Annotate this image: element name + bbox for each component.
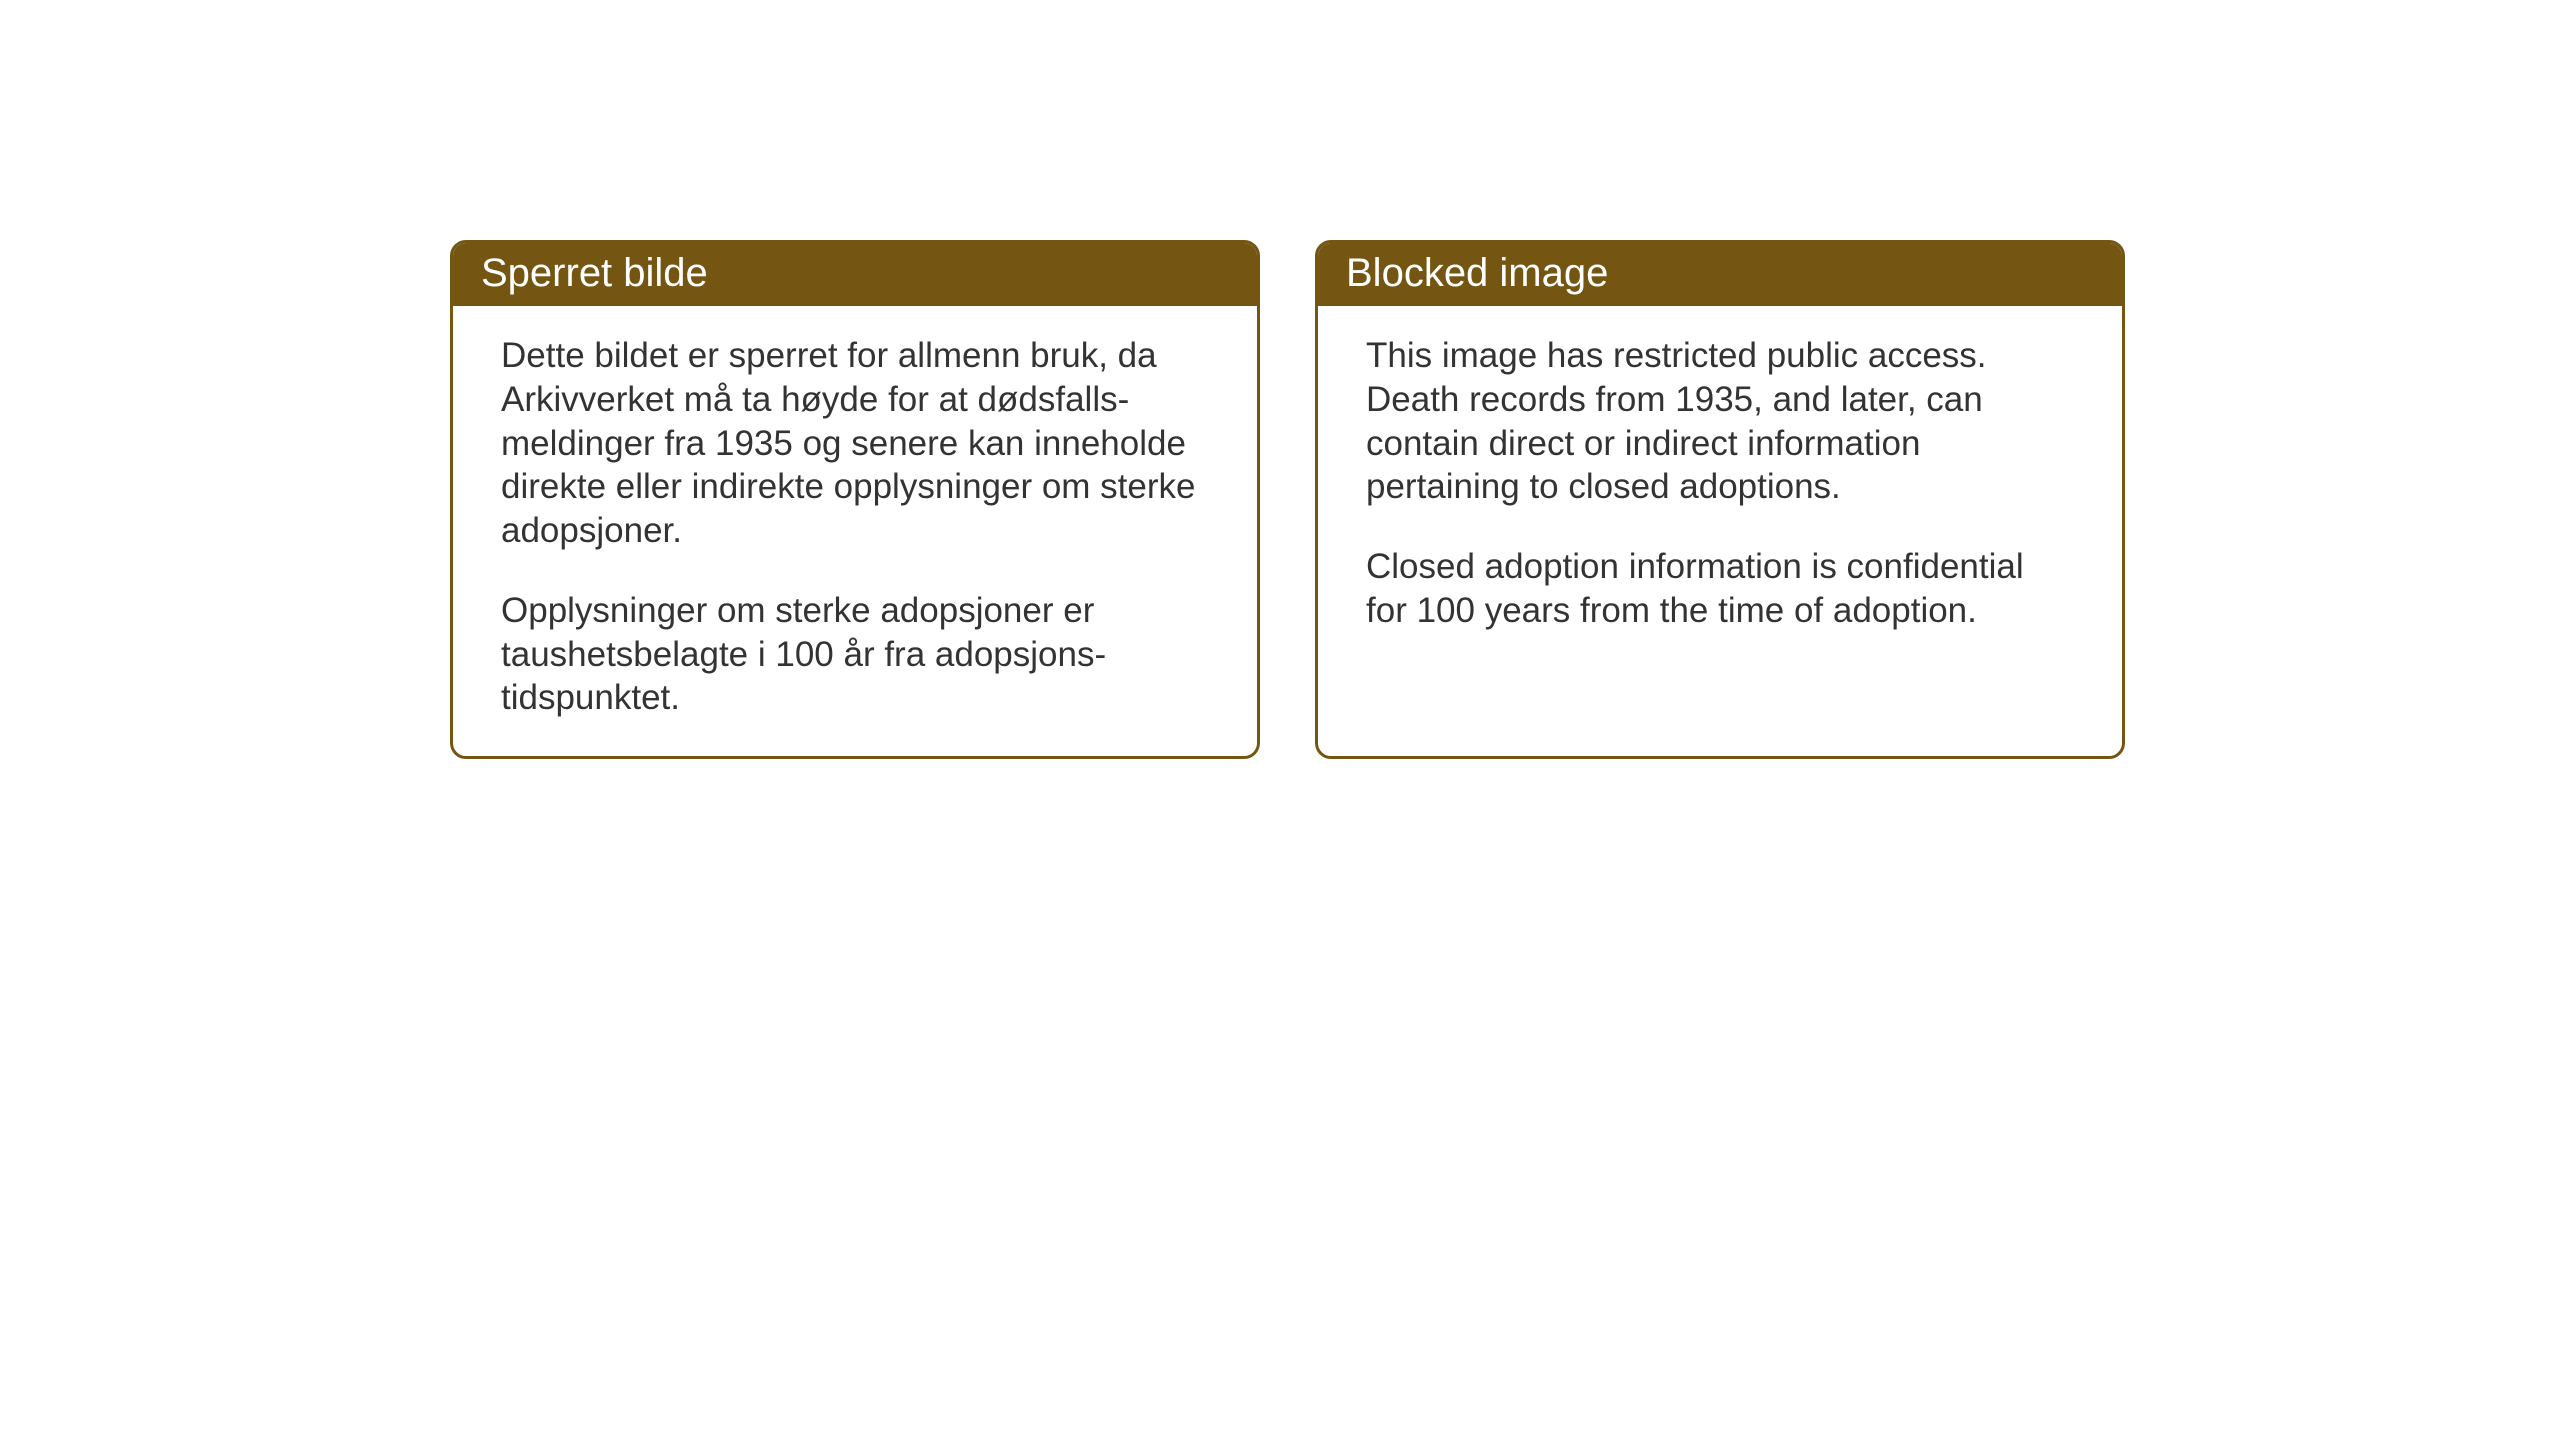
norwegian-card-title: Sperret bilde [453, 243, 1257, 306]
english-paragraph-2: Closed adoption information is confident… [1366, 545, 2074, 633]
norwegian-card-body: Dette bildet er sperret for allmenn bruk… [453, 306, 1257, 756]
english-card-body: This image has restricted public access.… [1318, 306, 2122, 669]
english-notice-card: Blocked image This image has restricted … [1315, 240, 2125, 759]
norwegian-paragraph-1: Dette bildet er sperret for allmenn bruk… [501, 334, 1209, 553]
english-paragraph-1: This image has restricted public access.… [1366, 334, 2074, 509]
norwegian-notice-card: Sperret bilde Dette bildet er sperret fo… [450, 240, 1260, 759]
norwegian-paragraph-2: Opplysninger om sterke adopsjoner er tau… [501, 589, 1209, 720]
notice-container: Sperret bilde Dette bildet er sperret fo… [450, 240, 2125, 759]
english-card-title: Blocked image [1318, 243, 2122, 306]
